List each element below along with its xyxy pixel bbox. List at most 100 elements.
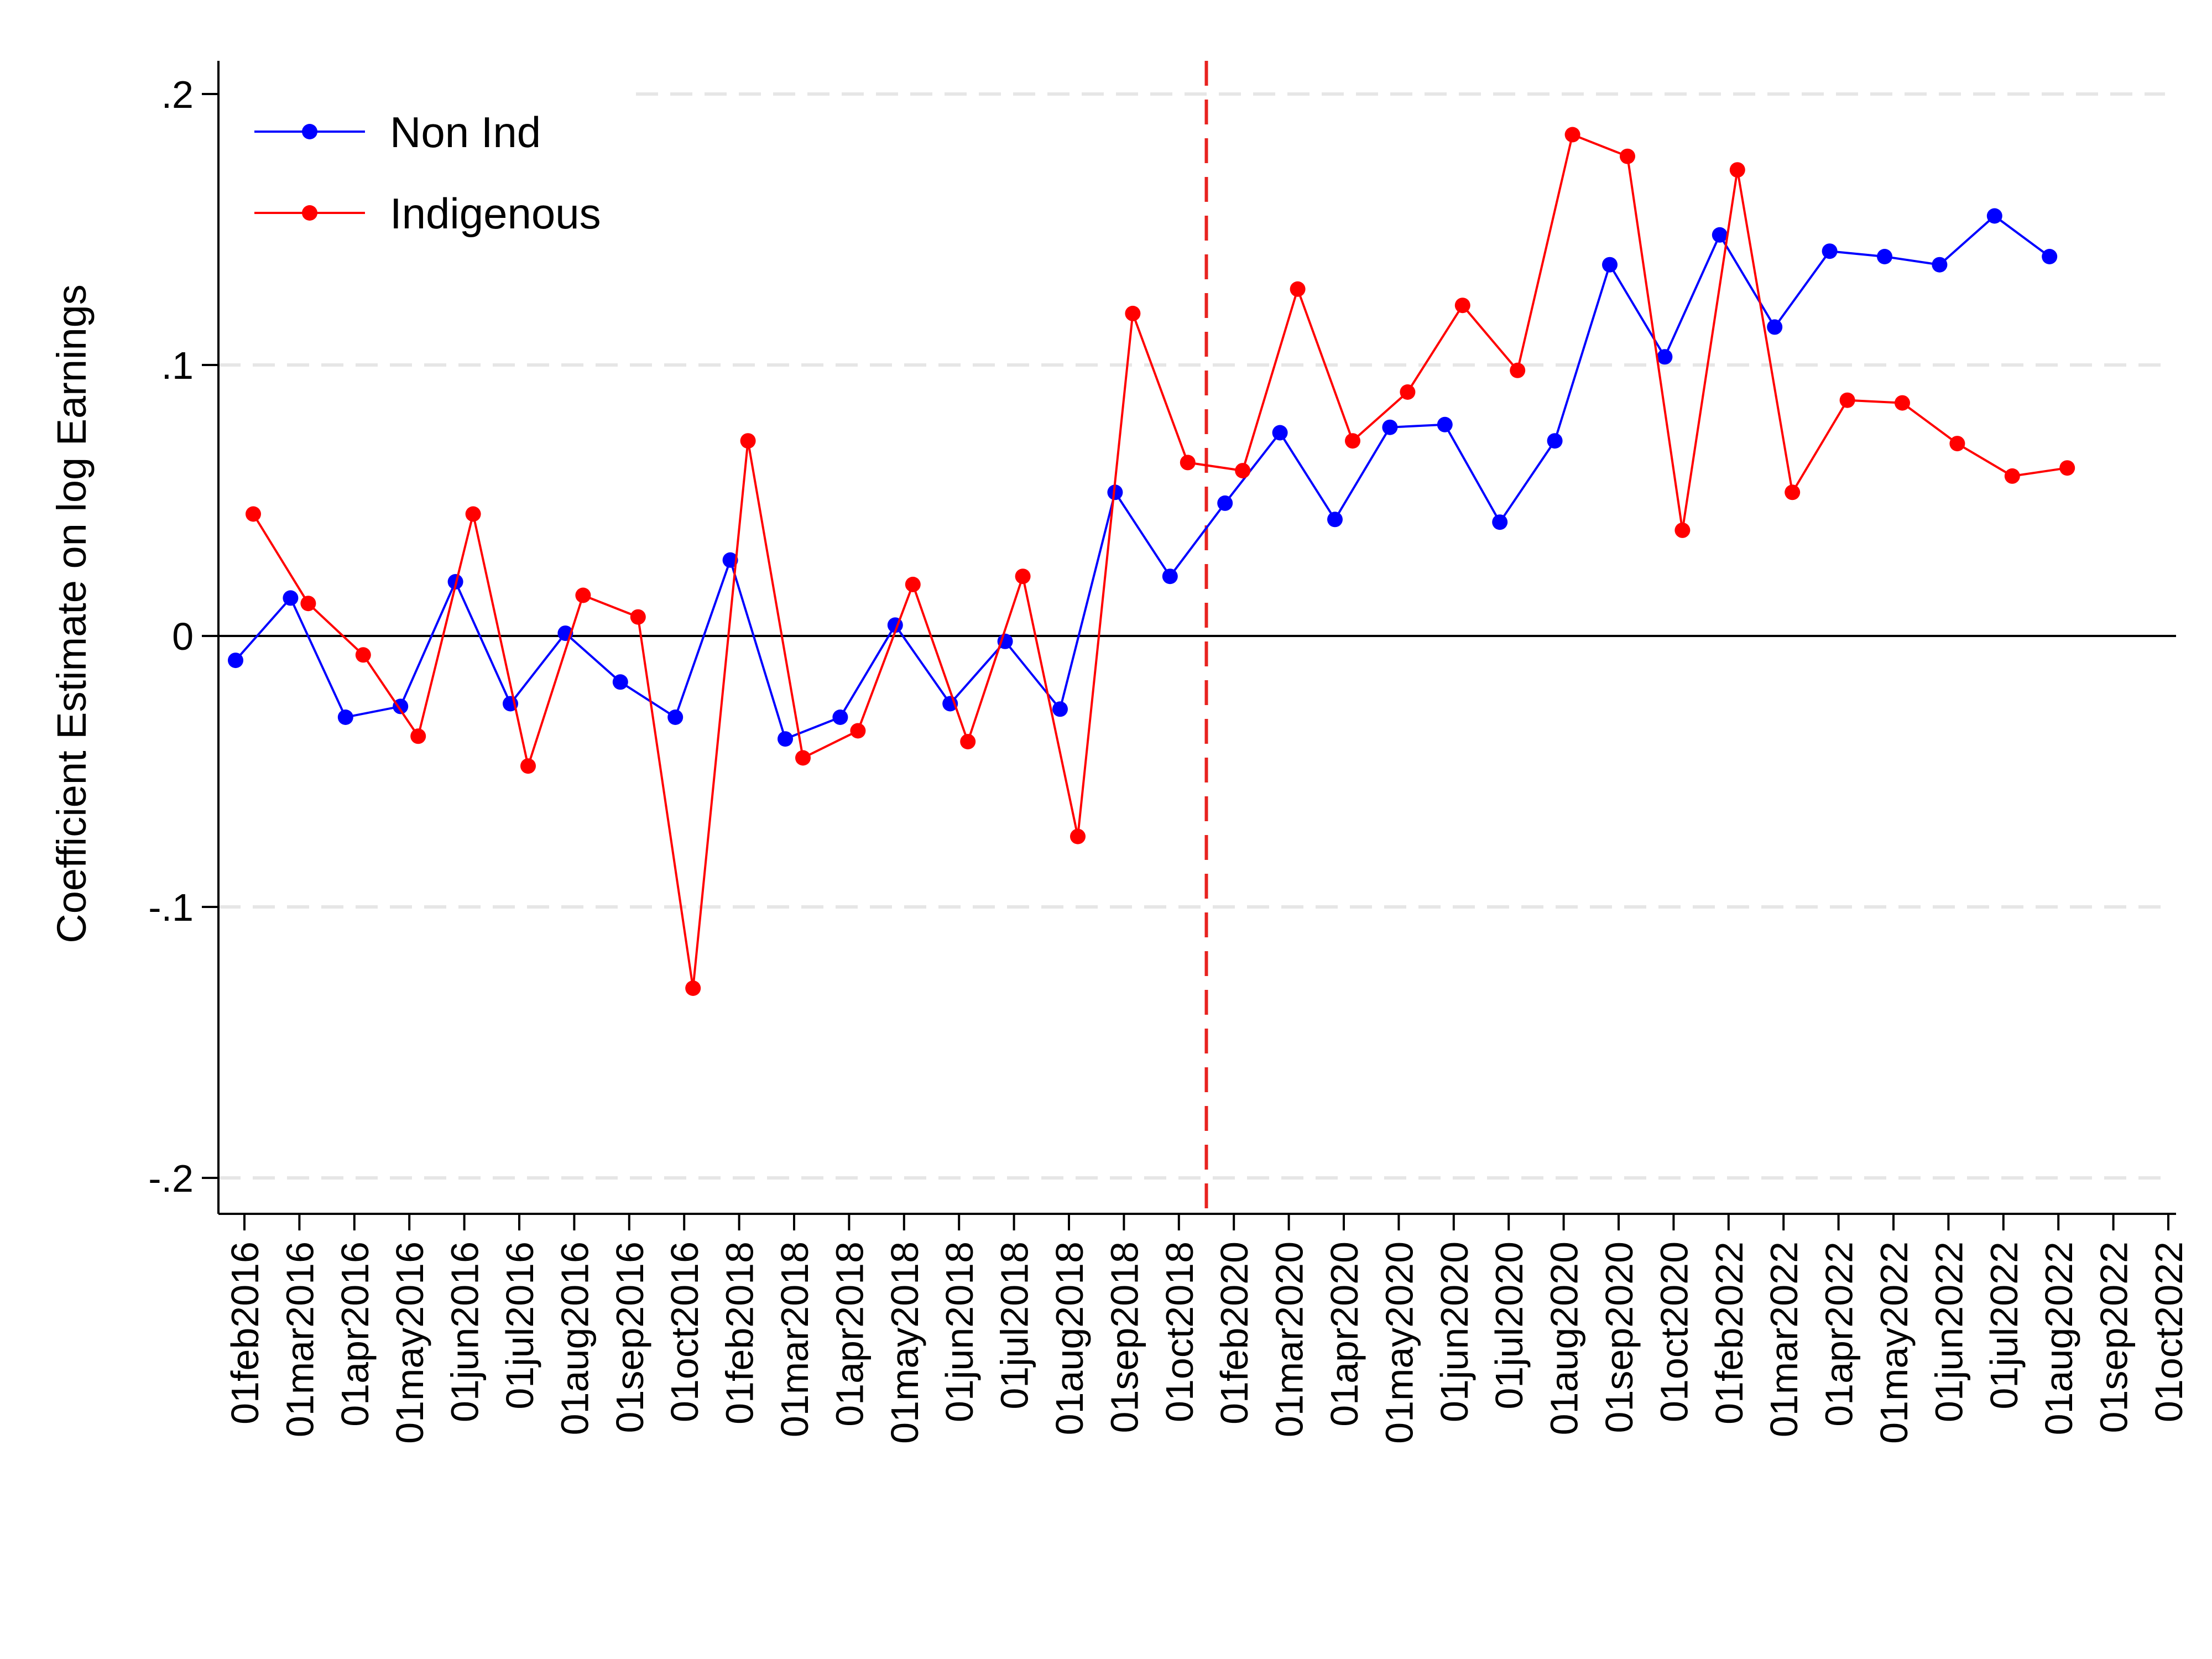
x-tick-label: 01may2022 (1872, 1241, 1916, 1444)
x-tick-label: 01mar2022 (1762, 1241, 1806, 1437)
data-point-indigenous (1345, 433, 1360, 449)
data-point-non-ind (228, 653, 243, 669)
data-point-indigenous (1564, 127, 1580, 143)
data-point-non-ind (832, 709, 848, 725)
x-tick-label: 01jun2016 (444, 1241, 487, 1422)
x-tick-label: 01apr2016 (333, 1241, 377, 1427)
data-point-indigenous (960, 734, 976, 750)
data-point-non-ind (778, 731, 793, 747)
data-point-indigenous (1015, 568, 1031, 585)
data-point-indigenous (1400, 384, 1416, 400)
data-point-indigenous (795, 750, 811, 766)
data-point-non-ind (1272, 425, 1288, 441)
x-tick-label: 01feb2016 (223, 1241, 267, 1425)
data-point-non-ind (1712, 227, 1728, 243)
legend-label-non-ind: Non Ind (390, 108, 541, 156)
data-point-indigenous (410, 728, 426, 744)
data-point-non-ind (1822, 243, 1838, 259)
x-tick-label: 01aug2018 (1048, 1241, 1091, 1435)
x-tick-label: 01jul2018 (993, 1241, 1036, 1410)
x-tick-label: 01feb2018 (718, 1241, 761, 1425)
x-tick-label: 01may2016 (388, 1241, 431, 1444)
x-tick-label: 01aug2022 (2037, 1241, 2080, 1435)
data-point-indigenous (1454, 298, 1470, 314)
x-tick-label: 01apr2020 (1323, 1241, 1366, 1427)
data-point-indigenous (1235, 463, 1251, 479)
x-tick-label: 01may2020 (1378, 1241, 1421, 1444)
data-point-indigenous (1620, 148, 1635, 164)
x-tick-label: 01oct2020 (1652, 1241, 1695, 1422)
data-point-indigenous (465, 506, 481, 522)
y-tick-label: -.2 (148, 1157, 194, 1200)
x-tick-label: 01jun2022 (1927, 1241, 1970, 1422)
legend-marker-non-ind (302, 124, 317, 139)
x-tick-label: 01oct2018 (1158, 1241, 1201, 1422)
x-tick-label: 01apr2018 (828, 1241, 871, 1427)
data-point-non-ind (1437, 416, 1453, 432)
y-tick-label: -.1 (148, 886, 194, 929)
x-tick-label: 01apr2022 (1818, 1241, 1861, 1427)
data-point-indigenous (630, 609, 646, 625)
y-axis-title: Coefficient Estimate on log Earnings (49, 284, 95, 943)
data-point-indigenous (850, 723, 866, 739)
gridlines (218, 92, 2165, 1180)
data-point-non-ind (1547, 433, 1563, 449)
data-point-indigenous (2059, 460, 2075, 476)
data-point-indigenous (1180, 455, 1196, 471)
data-point-indigenous (355, 647, 371, 663)
legend: Non Ind Indigenous (254, 108, 601, 238)
data-point-indigenous (1729, 162, 1745, 178)
x-tick-label: 01jun2018 (938, 1241, 981, 1422)
data-point-non-ind (1492, 514, 1508, 530)
x-tick-label: 01oct2016 (663, 1241, 706, 1422)
x-tick-label: 01aug2020 (1543, 1241, 1586, 1435)
x-tick-label: 01feb2020 (1213, 1241, 1256, 1425)
data-point-indigenous (575, 587, 591, 603)
x-tick-label: 01mar2016 (278, 1241, 321, 1437)
data-point-non-ind (1162, 568, 1178, 585)
y-tick-label: .2 (161, 73, 194, 116)
data-point-indigenous (300, 596, 316, 612)
series-line-non-ind (234, 214, 2051, 740)
x-tick-label: 01jul2016 (498, 1241, 541, 1410)
data-point-non-ind (722, 552, 738, 568)
legend-label-indigenous: Indigenous (390, 189, 601, 238)
data-point-non-ind (1877, 249, 1892, 264)
x-tick-label: 01mar2018 (773, 1241, 816, 1437)
x-tick-label: 01aug2016 (553, 1241, 596, 1435)
data-point-indigenous (740, 433, 756, 449)
data-point-non-ind (1767, 319, 1783, 335)
data-point-indigenous (905, 576, 921, 592)
x-tick-label: 01sep2018 (1103, 1241, 1146, 1433)
data-point-indigenous (1785, 484, 1801, 500)
data-point-non-ind (1217, 495, 1233, 511)
data-point-non-ind (1327, 512, 1343, 528)
data-point-non-ind (997, 633, 1013, 649)
data-point-indigenous (1674, 522, 1691, 538)
data-point-indigenous (1510, 362, 1526, 378)
x-tick-label: 01sep2016 (608, 1241, 651, 1433)
x-tick-label: 01jun2020 (1433, 1241, 1476, 1422)
data-point-non-ind (1052, 701, 1068, 717)
x-tick-label: 01feb2022 (1708, 1241, 1751, 1425)
x-tick-label: 01may2018 (883, 1241, 926, 1444)
data-point-non-ind (2042, 249, 2058, 264)
series-layer (228, 127, 2075, 996)
data-point-non-ind (1602, 257, 1618, 273)
data-point-non-ind (1932, 257, 1948, 273)
data-point-indigenous (685, 980, 701, 996)
data-point-non-ind (283, 590, 299, 606)
data-point-non-ind (337, 709, 353, 725)
data-point-indigenous (1125, 305, 1141, 321)
data-point-indigenous (520, 758, 536, 774)
x-tick-label: 01oct2022 (2147, 1241, 2190, 1422)
data-point-non-ind (1382, 419, 1398, 435)
y-tick-label: 0 (172, 615, 194, 658)
series-line-indigenous (252, 133, 2068, 989)
data-point-indigenous (2004, 468, 2020, 484)
x-tick-label: 01sep2020 (1598, 1241, 1641, 1433)
data-point-indigenous (1839, 392, 1855, 408)
